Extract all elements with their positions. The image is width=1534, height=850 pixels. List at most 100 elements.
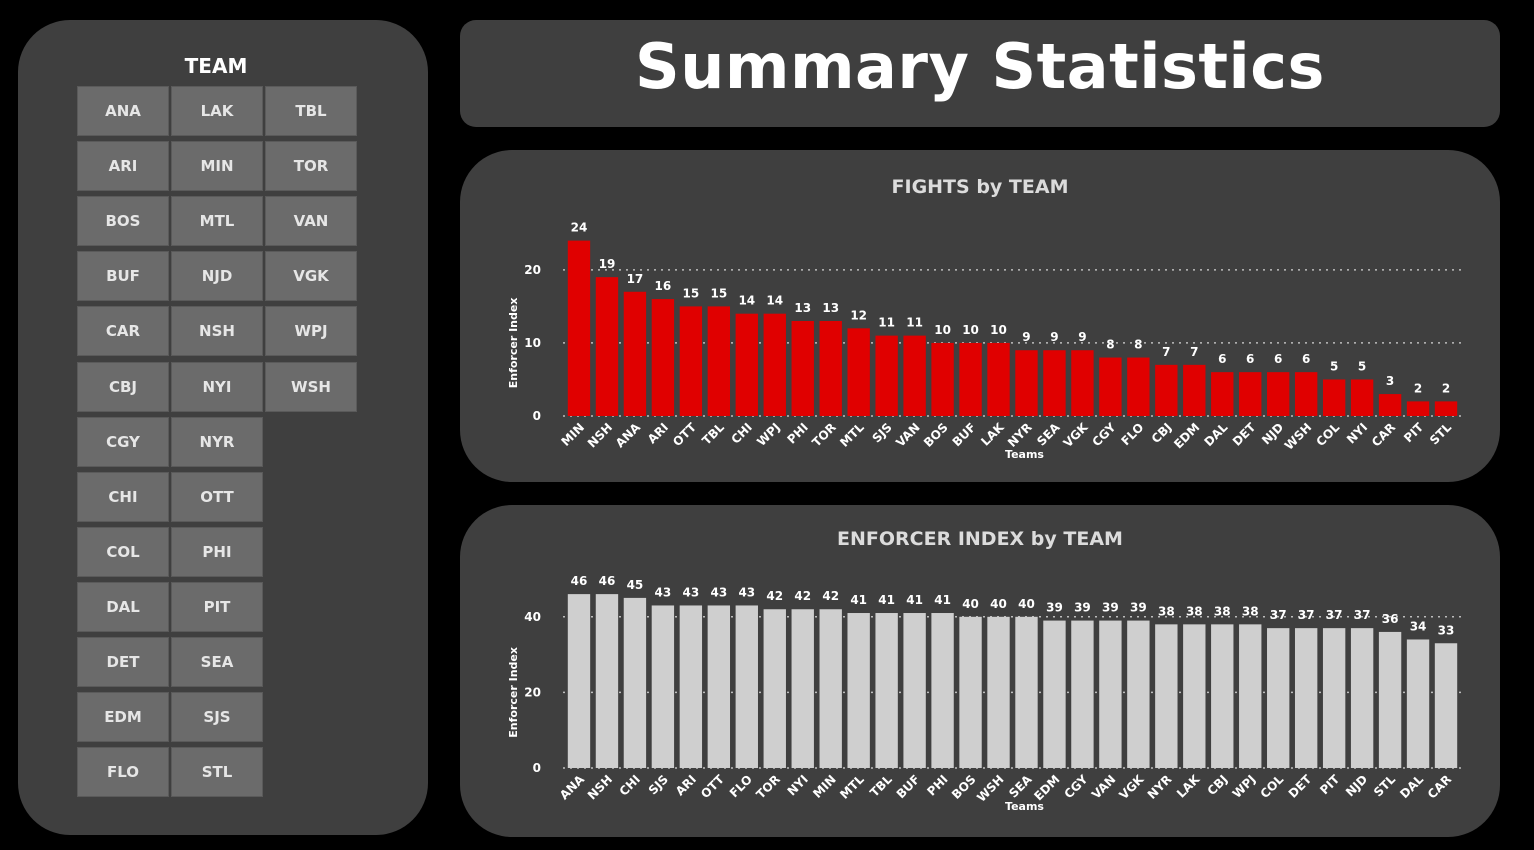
fights-bar-wsh[interactable]	[1294, 372, 1318, 416]
fights-bar-nsh[interactable]	[595, 277, 619, 416]
enforcer-bar-wpj[interactable]	[1239, 624, 1262, 768]
fights-bar-bos[interactable]	[931, 342, 954, 416]
team-tile-vgk[interactable]: VGK	[265, 251, 357, 301]
team-tile-tor[interactable]: TOR	[265, 141, 357, 191]
enforcer-bar-phi[interactable]	[931, 613, 954, 768]
enforcer-bar-nyi[interactable]	[791, 609, 814, 768]
fights-bar-cbj[interactable]	[1155, 364, 1178, 416]
enforcer-bar-min[interactable]	[819, 609, 842, 768]
enforcer-bar-mtl[interactable]	[847, 613, 870, 768]
team-tile-nyi[interactable]: NYI	[171, 362, 263, 412]
enforcer-bar-col[interactable]	[1267, 628, 1290, 768]
enforcer-bar-tor[interactable]	[763, 609, 786, 768]
fights-bar-stl[interactable]	[1434, 401, 1458, 416]
team-tile-nsh[interactable]: NSH	[171, 306, 263, 356]
team-tile-wsh[interactable]: WSH	[265, 362, 357, 412]
fights-bar-nyi[interactable]	[1350, 379, 1374, 416]
team-tile-min[interactable]: MIN	[171, 141, 263, 191]
fights-bar-det[interactable]	[1239, 372, 1262, 416]
team-tile-ana[interactable]: ANA	[77, 86, 169, 136]
fights-bar-min[interactable]	[567, 240, 591, 416]
enforcer-bar-flo[interactable]	[735, 605, 758, 768]
team-tile-van[interactable]: VAN	[265, 196, 357, 246]
fights-bar-lak[interactable]	[987, 342, 1010, 416]
enforcer-bar-bos[interactable]	[959, 616, 982, 768]
enforcer-bar-det[interactable]	[1294, 628, 1318, 768]
fights-bar-phi[interactable]	[791, 321, 814, 416]
team-tile-ari[interactable]: ARI	[77, 141, 169, 191]
fights-bar-nyr[interactable]	[1015, 350, 1038, 416]
fights-bar-chi[interactable]	[735, 313, 758, 416]
enforcer-bar-pit[interactable]	[1322, 628, 1346, 768]
enforcer-bar-edm[interactable]	[1043, 620, 1066, 768]
fights-bar-tbl[interactable]	[707, 306, 731, 416]
fights-bar-ana[interactable]	[623, 291, 647, 416]
enforcer-bar-stl[interactable]	[1378, 631, 1402, 768]
team-tile-col[interactable]: COL	[77, 527, 169, 577]
fights-value-label: 2	[1414, 381, 1422, 395]
enforcer-value-label: 45	[627, 578, 644, 592]
team-tile-bos[interactable]: BOS	[77, 196, 169, 246]
enforcer-bar-njd[interactable]	[1350, 628, 1374, 768]
team-tile-mtl[interactable]: MTL	[171, 196, 263, 246]
fights-bar-pit[interactable]	[1406, 401, 1430, 416]
fights-bar-wpj[interactable]	[763, 313, 786, 416]
team-tile-dal[interactable]: DAL	[77, 582, 169, 632]
fights-bar-njd[interactable]	[1267, 372, 1290, 416]
fights-bar-ari[interactable]	[651, 299, 675, 416]
fights-bar-flo[interactable]	[1127, 357, 1150, 416]
fights-bar-car[interactable]	[1378, 394, 1402, 416]
enforcer-bar-vgk[interactable]	[1127, 620, 1150, 768]
team-tile-edm[interactable]: EDM	[77, 692, 169, 742]
fights-bar-dal[interactable]	[1211, 372, 1234, 416]
enforcer-bar-car[interactable]	[1434, 643, 1458, 768]
fights-bar-edm[interactable]	[1183, 364, 1206, 416]
team-tile-ott[interactable]: OTT	[171, 472, 263, 522]
team-tile-nyr[interactable]: NYR	[171, 417, 263, 467]
fights-bar-ott[interactable]	[679, 306, 703, 416]
team-tile-sjs[interactable]: SJS	[171, 692, 263, 742]
team-tile-car[interactable]: CAR	[77, 306, 169, 356]
enforcer-bar-nyr[interactable]	[1155, 624, 1178, 768]
team-tile-stl[interactable]: STL	[171, 747, 263, 797]
fights-bar-sjs[interactable]	[875, 335, 898, 416]
team-tile-phi[interactable]: PHI	[171, 527, 263, 577]
enforcer-bar-van[interactable]	[1099, 620, 1122, 768]
team-tile-det[interactable]: DET	[77, 637, 169, 687]
team-tile-njd[interactable]: NJD	[171, 251, 263, 301]
enforcer-bar-nsh[interactable]	[595, 594, 619, 768]
team-tile-flo[interactable]: FLO	[77, 747, 169, 797]
enforcer-bar-chi[interactable]	[623, 597, 647, 768]
fights-bar-col[interactable]	[1322, 379, 1346, 416]
enforcer-bar-buf[interactable]	[903, 613, 926, 768]
enforcer-bar-ana[interactable]	[567, 594, 591, 768]
enforcer-bar-sea[interactable]	[1015, 616, 1038, 768]
team-tile-pit[interactable]: PIT	[171, 582, 263, 632]
fights-bar-vgk[interactable]	[1071, 350, 1094, 416]
team-tile-cgy[interactable]: CGY	[77, 417, 169, 467]
enforcer-bar-cgy[interactable]	[1071, 620, 1094, 768]
enforcer-bar-sjs[interactable]	[651, 605, 675, 768]
enforcer-bar-lak[interactable]	[1183, 624, 1206, 768]
fights-bar-sea[interactable]	[1043, 350, 1066, 416]
fights-bar-tor[interactable]	[819, 321, 842, 416]
fights-bar-cgy[interactable]	[1099, 357, 1122, 416]
enforcer-bar-dal[interactable]	[1406, 639, 1430, 768]
enforcer-bar-wsh[interactable]	[987, 616, 1010, 768]
enforcer-bar-cbj[interactable]	[1211, 624, 1234, 768]
enforcer-bar-ott[interactable]	[707, 605, 731, 768]
team-tile-sea[interactable]: SEA	[171, 637, 263, 687]
team-tile-buf[interactable]: BUF	[77, 251, 169, 301]
enforcer-bar-ari[interactable]	[679, 605, 703, 768]
enforcer-x-axis-title: Teams	[1005, 800, 1044, 813]
team-tile-lak[interactable]: LAK	[171, 86, 263, 136]
fights-bar-buf[interactable]	[959, 342, 982, 416]
team-tile-wpj[interactable]: WPJ	[265, 306, 357, 356]
team-tile-tbl[interactable]: TBL	[265, 86, 357, 136]
team-tile-chi[interactable]: CHI	[77, 472, 169, 522]
enforcer-bar-tbl[interactable]	[875, 613, 898, 768]
fights-bar-mtl[interactable]	[847, 328, 870, 416]
fights-bar-van[interactable]	[903, 335, 926, 416]
team-tile-cbj[interactable]: CBJ	[77, 362, 169, 412]
enforcer-x-tick-label: CHI	[617, 772, 643, 798]
